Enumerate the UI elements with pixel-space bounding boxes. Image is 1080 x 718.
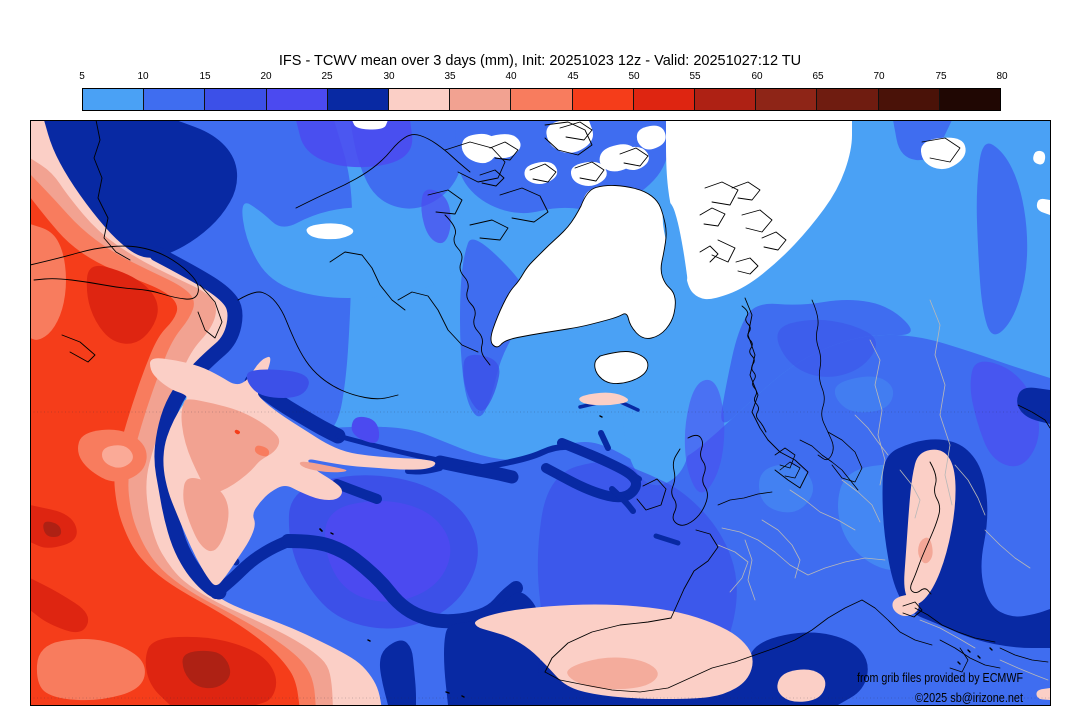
svg-text:©2025 sb@irizone.net: ©2025 sb@irizone.net (915, 691, 1023, 705)
svg-text:from grib files provided by EC: from grib files provided by ECMWF (857, 671, 1023, 685)
